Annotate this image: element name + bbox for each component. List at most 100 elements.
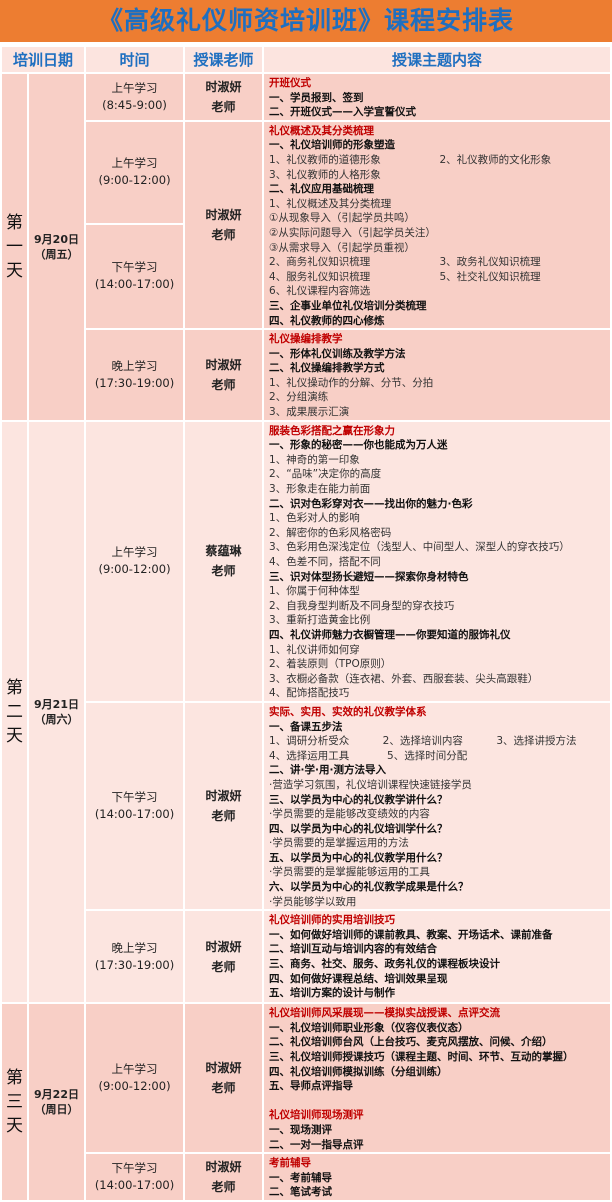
- content-text: 二、礼仪培训师台风（上台技巧、麦克风摆放、问候、介绍）: [269, 1036, 553, 1049]
- session-hours: (14:00-17:00): [94, 807, 175, 822]
- content-text: 考前辅导: [269, 1157, 312, 1170]
- content-line: 2、解密你的色彩风格密码: [269, 526, 610, 541]
- content-line: 礼仪操编排教学: [269, 332, 610, 347]
- content-line: ②从实际问题导入（引起学员关注）: [269, 226, 610, 241]
- teacher-name: 蔡蕴琳: [205, 544, 242, 559]
- content-cell: 服装色彩搭配之赢在形象力 一、形象的秘密——你也能成为万人迷 1、神奇的第一印象 2、…: [262, 419, 612, 703]
- time-cell: 下午学习 (14:00-17:00): [84, 700, 186, 912]
- date-cell: 9月22日 （周日）: [26, 1002, 87, 1202]
- content-text: 3、礼仪教师的人格形象: [269, 168, 381, 181]
- content-text: ·学员能够学以致用: [269, 895, 357, 908]
- teacher-name: 时淑妍: [205, 79, 242, 94]
- content-line: 二、培训互动与培训内容的有效结合: [269, 942, 610, 957]
- content-text: 2、自我身型判断及不同身型的穿衣技巧: [269, 599, 455, 612]
- header-content: 授课主题内容: [262, 45, 612, 74]
- content-text: 一、现场测评: [269, 1124, 333, 1136]
- content-text: 三、礼仪培训师授课技巧（课程主题、时间、环节、互动的掌握）: [269, 1051, 574, 1064]
- time-cell: 上午学习 (9:00-12:00): [84, 1002, 186, 1155]
- content-cell: 礼仪培训师的实用培训技巧 一、如何做好培训师的课前教具、教案、开场话术、课前准备二…: [262, 909, 612, 1005]
- teacher-title: 老师: [211, 1180, 236, 1195]
- content-text: 5、选择时间分配: [387, 749, 468, 762]
- session-hours: (17:30-19:00): [94, 375, 175, 390]
- content-text: 1、你属于何种体型: [269, 585, 360, 598]
- content-text: 4、配饰搭配技巧: [269, 687, 350, 700]
- content-line: 礼仪培训师现场测评: [269, 1108, 610, 1123]
- teacher-cell: 时淑妍 老师: [183, 700, 265, 912]
- content-line: 二、一对一指导点评: [269, 1138, 610, 1153]
- header-date: 培训日期: [0, 45, 87, 74]
- content-text: ③从需求导入（引起学员重视）: [269, 241, 415, 254]
- weekday: （周五）: [34, 247, 79, 261]
- session-label: 下午学习: [111, 1161, 158, 1176]
- content-line: 一、礼仪培训师的形象塑造: [269, 138, 610, 153]
- content-text: 二、一对一指导点评: [269, 1138, 364, 1151]
- content-line: 二、笔试考试: [269, 1185, 610, 1200]
- content-text: 四、礼仪培训师模拟训练（分组训练）: [269, 1065, 448, 1078]
- time-cell: 上午学习 (9:00-12:00): [84, 119, 186, 225]
- content-text: 2、着装原则（TPO原则）: [269, 658, 392, 671]
- content-line: 五、以学员为中心的礼仪教学用什么？: [269, 851, 610, 866]
- teacher-cell: 时淑妍 老师: [183, 119, 265, 331]
- teacher-title: 老师: [211, 564, 236, 579]
- content-line: 礼仪培训师风采展现——模拟实战授课、点评交流: [269, 1006, 610, 1021]
- content-line: 四、如何做好课程总结、培训效果呈现: [269, 972, 610, 987]
- day-label: 第三天: [6, 1068, 23, 1137]
- content-text: 3、色彩用色深浅定位（浅型人、中间型人、深型人的穿衣技巧）: [269, 541, 570, 554]
- session-label: 上午学习: [111, 80, 158, 95]
- content-text: ·学员需要的是能够改变绩效的内容: [269, 808, 430, 821]
- content-line: 二、讲·学·用·测方法导入: [269, 763, 610, 778]
- content-text: 服装色彩搭配之赢在形象力: [269, 424, 396, 437]
- content-text: 3、选择讲授方法: [496, 735, 577, 748]
- content-text: 四、礼仪讲师魅力衣橱管理——你要知道的服饰礼仪: [269, 628, 511, 641]
- content-text: 一、形象的秘密——你也能成为万人迷: [269, 439, 448, 452]
- content-line: 2、着装原则（TPO原则）: [269, 657, 610, 672]
- session-hours: (14:00-17:00): [94, 1178, 175, 1193]
- content-text: 1、礼仪讲师如何穿: [269, 643, 360, 656]
- content-line: 二、识对色彩穿对衣——找出你的魅力·色彩: [269, 497, 610, 512]
- content-text: ②从实际问题导入（引起学员关注）: [269, 226, 436, 239]
- content-text: 3、重新打造黄金比例: [269, 614, 371, 627]
- content-text: 3、成果展示汇演: [269, 406, 350, 419]
- content-text: 1、调研分析受众: [269, 735, 350, 748]
- content-text: 二、识对色彩穿对衣——找出你的魅力·色彩: [269, 497, 473, 510]
- content-line: 4、服务礼仪知识梳理 5、社交礼仪知识梳理: [269, 270, 610, 285]
- content-text: 五、培训方案的设计与制作: [269, 987, 396, 1000]
- content-text: 一、如何做好培训师的课前教具、教案、开场话术、课前准备: [269, 928, 553, 941]
- content-text: 四、以学员为中心的礼仪培训学什么？: [269, 822, 448, 835]
- content-line: 1、礼仪教师的道德形象 2、礼仪教师的文化形象: [269, 153, 610, 168]
- content-line: 1、神奇的第一印象: [269, 453, 610, 468]
- content-text: 一、备课五步法: [269, 720, 343, 733]
- content-cell: 考前辅导 一、考前辅导 二、笔试考试: [262, 1152, 612, 1202]
- content-line: ·学员能够学以致用: [269, 895, 610, 910]
- content-text: ·学员需要的是掌握能够运用的工具: [269, 866, 430, 879]
- teacher-title: 老师: [211, 377, 236, 392]
- content-text: ①从现象导入（引起学员共鸣）: [269, 212, 415, 225]
- content-line: 4、配饰搭配技巧: [269, 686, 610, 701]
- session-row: 第一天 9月20日 （周五） 上午学习 (8:45-9:00) 时淑妍 老师 开班仪式 一、学员…: [0, 72, 612, 422]
- content-line: 4、色差不同，搭配不同: [269, 555, 610, 570]
- content-text: 一、礼仪培训师职业形象（仪容仪表仪态）: [269, 1021, 469, 1034]
- content-text: 实际、实用、实效的礼仪教学体系: [269, 705, 427, 718]
- teacher-title: 老师: [211, 959, 236, 974]
- time-cell: 晚上学习 (17:30-19:00): [84, 909, 186, 1005]
- teacher-name: 时淑妍: [205, 357, 242, 372]
- session-row: 晚上学习 (17:30-19:00) 时淑妍 老师 礼仪培训师的实用培训技巧 一、如何做好…: [1, 909, 612, 1005]
- content-line: 一、现场测评: [269, 1123, 610, 1138]
- day-cell: 第二天: [0, 419, 29, 1005]
- content-line: 三、以学员为中心的礼仪教学讲什么？: [269, 793, 610, 808]
- content-line: 2、分组演练: [269, 390, 610, 405]
- content-text: 4、选择运用工具: [269, 749, 350, 762]
- content-text: 2、解密你的色彩风格密码: [269, 526, 392, 539]
- content-line: 服装色彩搭配之赢在形象力: [269, 424, 610, 439]
- session-row: 晚上学习 (17:30-19:00) 时淑妍 老师 礼仪操编排教学 一、形体礼仪训练及教学…: [1, 328, 612, 422]
- content-text: ·营造学习氛围，礼仪培训课程快速链接学员: [269, 778, 472, 791]
- content-line: 礼仪培训师的实用培训技巧: [269, 913, 610, 928]
- weekday: （周六）: [34, 712, 79, 726]
- content-text: 礼仪概述及其分类梳理: [269, 124, 375, 137]
- content-text: 一、礼仪培训师的形象塑造: [269, 139, 396, 152]
- content-text: 三、商务、社交、服务、政务礼仪的课程板块设计: [269, 958, 501, 971]
- content-text: 2、“品味”决定你的高度: [269, 468, 382, 481]
- content-line: 一、如何做好培训师的课前教具、教案、开场话术、课前准备: [269, 928, 610, 943]
- content-text: 四、如何做好课程总结、培训效果呈现: [269, 972, 448, 985]
- content-line: ③从需求导入（引起学员重视）: [269, 241, 610, 256]
